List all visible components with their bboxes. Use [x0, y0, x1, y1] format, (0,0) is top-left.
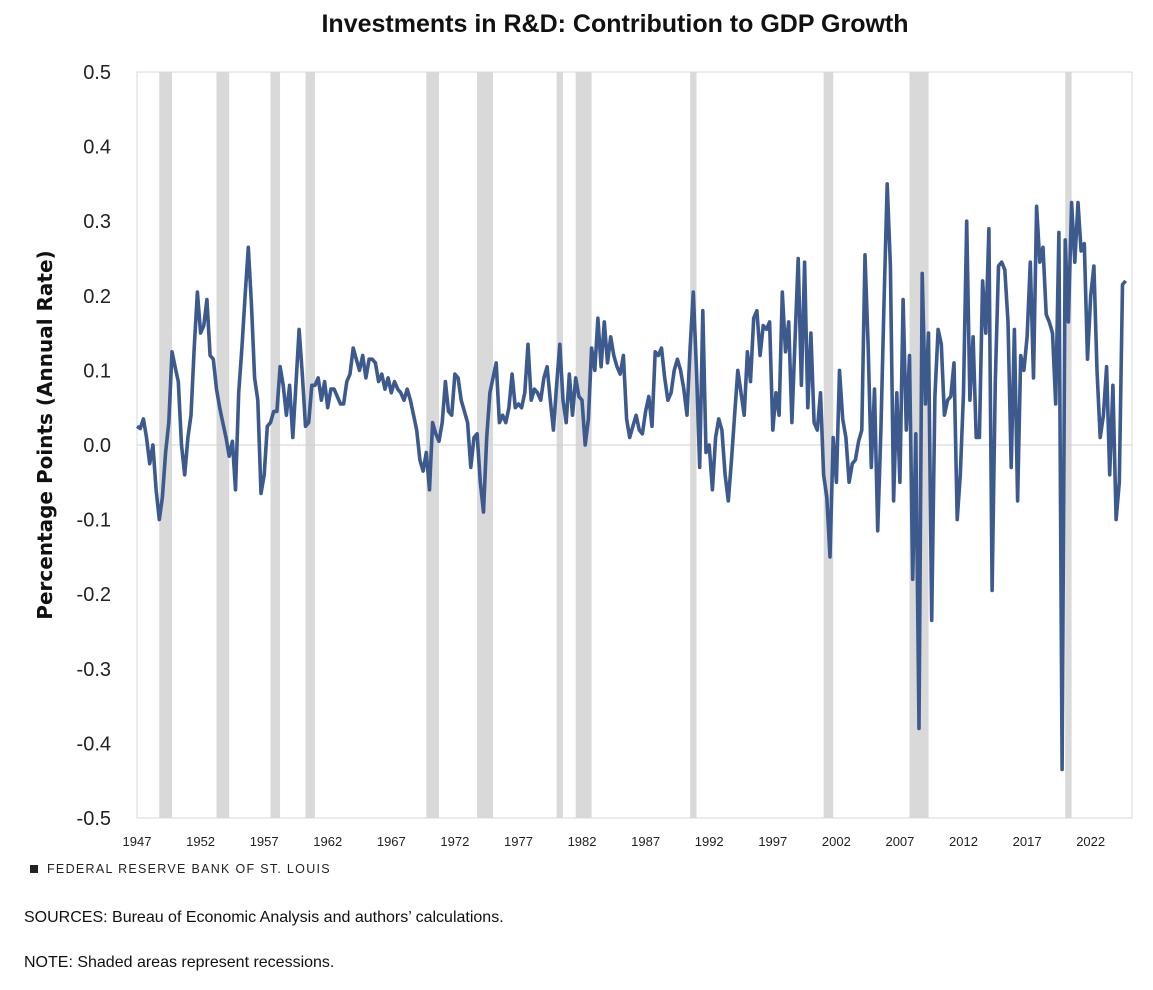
- x-tick-label: 1982: [568, 834, 597, 849]
- y-tick-label: 0.5: [83, 62, 111, 84]
- x-tick-label: 1952: [186, 834, 215, 849]
- x-tick-label: 1972: [440, 834, 469, 849]
- x-tick-label: 2012: [949, 834, 978, 849]
- x-tick-label: 2022: [1076, 834, 1105, 849]
- x-tick-label: 1947: [123, 834, 152, 849]
- y-axis-label: Percentage Points (Annual Rate): [33, 250, 57, 619]
- x-tick-label: 1967: [377, 834, 406, 849]
- y-tick-label: 0.3: [83, 211, 111, 233]
- y-tick-label: 0.1: [83, 360, 111, 382]
- x-tick-label: 1987: [631, 834, 660, 849]
- y-tick-label: 0.4: [83, 137, 111, 159]
- brand-square-icon: [30, 865, 38, 873]
- sources-text: SOURCES: Bureau of Economic Analysis and…: [24, 909, 504, 926]
- x-tick-label: 2017: [1013, 834, 1042, 849]
- x-tick-label: 2002: [822, 834, 851, 849]
- x-axis-ticks: 1947 1952 1957 1962 1967 1972 1977 1982 1987 1992…: [123, 834, 1106, 849]
- x-tick-label: 1962: [313, 834, 342, 849]
- x-tick-label: 1997: [758, 834, 787, 849]
- x-tick-label: 1957: [250, 834, 279, 849]
- series-line: [135, 182, 1127, 772]
- y-tick-label: 0.2: [83, 286, 111, 308]
- brand: FEDERAL RESERVE BANK OF ST. LOUIS: [30, 862, 331, 876]
- y-tick-label: 0.0: [83, 435, 111, 457]
- x-tick-label: 1977: [504, 834, 533, 849]
- y-tick-label: -0.2: [77, 584, 111, 606]
- y-axis-ticks: 0.5 0.4 0.3 0.2 0.1 0.0 -0.1 -0.2 -0.3 -0.4 -0.5: [77, 62, 111, 830]
- y-tick-label: -0.4: [77, 733, 111, 755]
- chart-title: Investments in R&D: Contribution to GDP …: [321, 10, 909, 38]
- chart-canvas: 0.5 0.4 0.3 0.2 0.1 0.0 -0.1 -0.2 -0.3 -0.4 -0.5 1…: [33, 62, 1133, 849]
- y-tick-label: -0.5: [77, 808, 111, 830]
- note-text: NOTE: Shaded areas represent recessions.: [24, 954, 335, 971]
- plot-border: [136, 71, 1133, 819]
- brand-text: FEDERAL RESERVE BANK OF ST. LOUIS: [47, 862, 331, 876]
- y-tick-label: -0.3: [77, 659, 111, 681]
- y-tick-label: -0.1: [77, 510, 111, 532]
- x-tick-label: 1992: [695, 834, 724, 849]
- x-tick-label: 2007: [885, 834, 914, 849]
